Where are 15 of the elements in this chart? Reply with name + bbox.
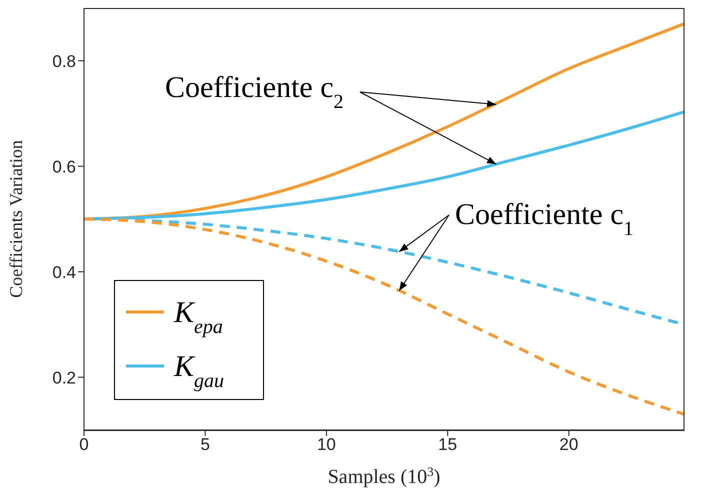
legend-label: K$_{gau}$ xyxy=(173,350,224,392)
x-axis-title: Samples (10$^{3}$) xyxy=(328,464,440,488)
legend-label: K$_{epa}$ xyxy=(173,296,223,338)
y-axis-title: Coefficients Variation xyxy=(6,140,26,298)
annotation: Coefficiente c$_{1}$ xyxy=(455,198,634,240)
y-tick-label: 0.6 xyxy=(52,157,76,176)
x-tick-label: 10 xyxy=(316,435,336,454)
y-tick-label: 0.8 xyxy=(52,52,76,71)
annotation: Coefficiente c$_{2}$ xyxy=(165,71,344,113)
x-tick-label: 20 xyxy=(559,435,578,454)
y-tick-label: 0.2 xyxy=(52,368,76,388)
x-tick-label: 0 xyxy=(79,435,89,454)
x-tick-label: 5 xyxy=(200,435,210,454)
y-tick-label: 0.4 xyxy=(52,262,76,282)
x-tick-label: 15 xyxy=(438,435,458,454)
